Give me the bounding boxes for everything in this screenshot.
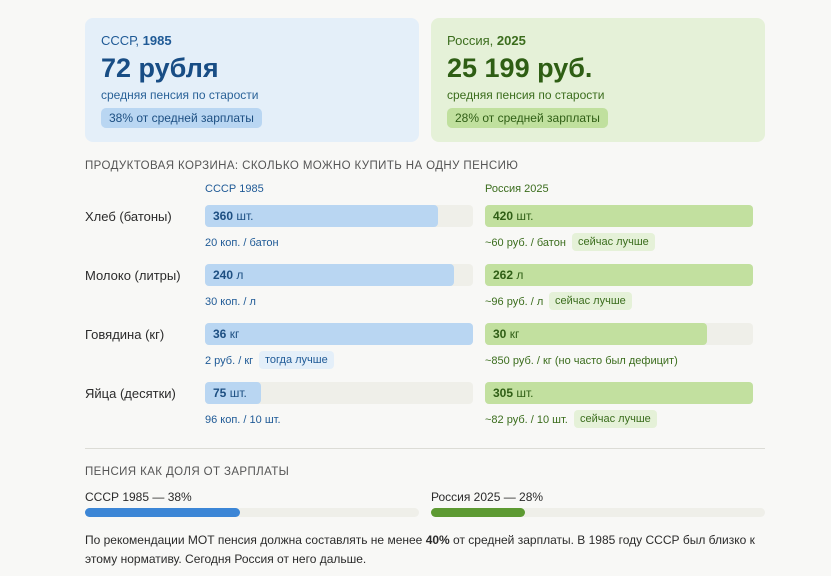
russia-quantity-value: 420 — [493, 209, 514, 223]
ussr-pension-amount: 72 рубля — [101, 53, 219, 83]
russia-share-bar — [431, 508, 525, 517]
footnote-text-end: от средней зарплаты. В 1985 году СССР бы… — [85, 533, 755, 566]
ussr-quantity-unit: шт. — [226, 386, 247, 400]
basket-section-title: ПРОДУКТОВАЯ КОРЗИНА: СКОЛЬКО МОЖНО КУПИТ… — [85, 160, 519, 172]
russia-quantity-unit: шт. — [513, 209, 534, 223]
ussr-share-label: СССР 1985 — 38% — [85, 490, 192, 504]
russia-quantity-bar: 305 шт. — [485, 382, 753, 404]
ussr-summary-card: СССР, 1985 72 рубля средняя пенсия по ст… — [85, 18, 419, 142]
russia-quantity-unit: шт. — [513, 386, 534, 400]
ussr-quantity-unit: шт. — [233, 209, 254, 223]
ussr-quantity-value: 75 — [213, 386, 227, 400]
ussr-quantity-unit: л — [233, 268, 244, 282]
russia-salary-share-badge: 28% от средней зарплаты — [447, 108, 608, 128]
russia-quantity-unit: л — [513, 268, 524, 282]
russia-card-heading: Россия, 2025 — [447, 33, 749, 48]
russia-bar-track: 262 л — [485, 264, 753, 286]
ussr-share-bar — [85, 508, 240, 517]
ussr-pension-subtitle: средняя пенсия по старости — [101, 88, 259, 102]
ussr-price-note: 96 коп. / 10 шт. — [205, 414, 281, 426]
ussr-quantity-unit: кг — [226, 327, 240, 341]
ussr-quantity-value: 36 — [213, 327, 227, 341]
ussr-quantity-bar: 36 кг — [205, 323, 473, 345]
footnote-bold-value: 40% — [425, 533, 450, 547]
russia-price-note: ~82 руб. / 10 шт. — [485, 414, 568, 426]
russia-card-country: Россия, — [447, 33, 494, 48]
basket-column-russia: Россия 2025 — [485, 183, 549, 195]
ussr-price-note: 30 коп. / л — [205, 296, 256, 308]
ussr-card-country: СССР, — [101, 33, 139, 48]
basket-row-label: Говядина (кг) — [85, 327, 165, 342]
russia-summary-card: Россия, 2025 25 199 руб. средняя пенсия … — [431, 18, 765, 142]
ussr-bar-track: 360 шт. — [205, 205, 473, 227]
ussr-quantity-bar: 75 шт. — [205, 382, 261, 404]
russia-price-note: ~60 руб. / батон — [485, 237, 566, 249]
russia-quantity-bar: 30 кг — [485, 323, 707, 345]
ussr-quantity-bar: 360 шт. — [205, 205, 438, 227]
russia-better-tag: сейчас лучше — [574, 410, 657, 428]
russia-quantity-bar: 420 шт. — [485, 205, 753, 227]
russia-bar-track: 305 шт. — [485, 382, 753, 404]
ussr-bar-track: 240 л — [205, 264, 473, 286]
ussr-quantity-value: 240 — [213, 268, 234, 282]
ussr-quantity-bar: 240 л — [205, 264, 454, 286]
ussr-card-year: 1985 — [142, 33, 172, 48]
ussr-quantity-value: 360 — [213, 209, 234, 223]
russia-quantity-value: 30 — [493, 327, 507, 341]
russia-bar-track: 420 шт. — [485, 205, 753, 227]
russia-quantity-value: 305 — [493, 386, 514, 400]
basket-row-label: Хлеб (батоны) — [85, 209, 172, 224]
russia-pension-amount: 25 199 руб. — [447, 53, 593, 83]
russia-quantity-value: 262 — [493, 268, 514, 282]
russia-share-track — [431, 508, 765, 517]
russia-quantity-unit: кг — [506, 327, 520, 341]
russia-pension-subtitle: средняя пенсия по старости — [447, 88, 605, 102]
russia-bar-track: 30 кг — [485, 323, 753, 345]
russia-better-tag: сейчас лучше — [549, 292, 632, 310]
russia-better-tag: сейчас лучше — [572, 233, 655, 251]
russia-price-note: ~96 руб. / л — [485, 296, 544, 308]
russia-share-label: Россия 2025 — 28% — [431, 490, 544, 504]
basket-column-ussr: СССР 1985 — [205, 183, 264, 195]
ussr-share-track — [85, 508, 419, 517]
ussr-salary-share-badge: 38% от средней зарплаты — [101, 108, 262, 128]
ussr-better-tag: тогда лучше — [259, 351, 334, 369]
ussr-price-note: 20 коп. / батон — [205, 237, 279, 249]
russia-price-note: ~850 руб. / кг (но часто был дефицит) — [485, 355, 678, 367]
basket-row-label: Молоко (литры) — [85, 268, 181, 283]
ussr-bar-track: 75 шт. — [205, 382, 473, 404]
ussr-price-note: 2 руб. / кг — [205, 355, 254, 367]
russia-card-year: 2025 — [496, 33, 526, 48]
ussr-bar-track: 36 кг — [205, 323, 473, 345]
footnote-text-start: По рекомендации МОТ пенсия должна состав… — [85, 533, 426, 547]
basket-row-label: Яйца (десятки) — [85, 386, 176, 401]
ilo-footnote: По рекомендации МОТ пенсия должна состав… — [85, 531, 760, 569]
ussr-card-heading: СССР, 1985 — [101, 33, 403, 48]
section-divider — [85, 448, 765, 449]
russia-quantity-bar: 262 л — [485, 264, 753, 286]
share-section-title: ПЕНСИЯ КАК ДОЛЯ ОТ ЗАРПЛАТЫ — [85, 466, 290, 478]
